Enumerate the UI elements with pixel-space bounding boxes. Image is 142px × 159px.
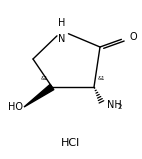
Text: HO: HO bbox=[8, 102, 23, 112]
Text: &1: &1 bbox=[98, 76, 106, 81]
Text: NH: NH bbox=[107, 100, 122, 110]
Text: O: O bbox=[129, 32, 137, 42]
Text: HCl: HCl bbox=[61, 138, 81, 148]
Text: N: N bbox=[58, 34, 66, 44]
Polygon shape bbox=[24, 84, 54, 107]
Text: &1: &1 bbox=[40, 76, 48, 81]
Text: 2: 2 bbox=[118, 104, 122, 110]
Text: H: H bbox=[58, 18, 66, 28]
